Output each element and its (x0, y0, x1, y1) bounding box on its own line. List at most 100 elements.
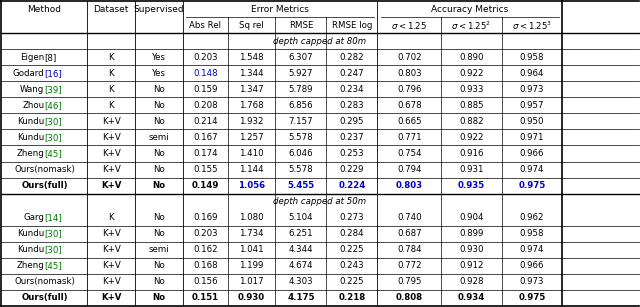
Text: Sq rel: Sq rel (239, 21, 264, 30)
Text: K+V: K+V (102, 245, 121, 254)
Text: Kundu: Kundu (17, 245, 44, 254)
Text: 0.964: 0.964 (520, 69, 544, 78)
Text: 0.772: 0.772 (397, 261, 422, 270)
Text: 0.225: 0.225 (340, 245, 364, 254)
Text: 0.808: 0.808 (396, 293, 423, 302)
Text: 0.149: 0.149 (191, 181, 219, 190)
Text: 1.768: 1.768 (239, 101, 264, 110)
Text: 6.307: 6.307 (289, 53, 313, 62)
Text: No: No (153, 101, 165, 110)
Text: semi: semi (148, 245, 170, 254)
Text: [30]: [30] (44, 229, 62, 238)
Text: 0.208: 0.208 (193, 101, 218, 110)
Text: 0.882: 0.882 (459, 117, 484, 126)
Text: 0.912: 0.912 (459, 261, 484, 270)
Text: 1.199: 1.199 (239, 261, 264, 270)
Text: 0.784: 0.784 (397, 245, 422, 254)
Text: Yes: Yes (152, 53, 166, 62)
Text: 0.218: 0.218 (338, 293, 365, 302)
Text: 0.214: 0.214 (193, 117, 218, 126)
Text: 0.950: 0.950 (520, 117, 544, 126)
Text: Zheng: Zheng (17, 261, 44, 270)
Text: 7.157: 7.157 (289, 117, 313, 126)
Text: 0.966: 0.966 (520, 149, 544, 158)
Text: 4.303: 4.303 (289, 277, 313, 286)
Text: Abs Rel: Abs Rel (189, 21, 221, 30)
Text: 0.957: 0.957 (520, 101, 544, 110)
Text: 0.795: 0.795 (397, 277, 422, 286)
Text: 1.257: 1.257 (239, 133, 264, 142)
Text: [30]: [30] (44, 133, 62, 142)
Text: Godard: Godard (13, 69, 44, 78)
Text: 0.237: 0.237 (340, 133, 364, 142)
Text: [14]: [14] (44, 213, 62, 222)
Text: 0.282: 0.282 (340, 53, 364, 62)
Text: 0.803: 0.803 (396, 181, 423, 190)
Text: [8]: [8] (44, 53, 57, 62)
Text: Ours(nomask): Ours(nomask) (14, 165, 75, 174)
Text: 0.975: 0.975 (518, 181, 545, 190)
Text: No: No (153, 229, 165, 238)
Text: 1.344: 1.344 (239, 69, 264, 78)
Text: 0.203: 0.203 (193, 53, 218, 62)
Text: 0.687: 0.687 (397, 229, 422, 238)
Text: Kundu: Kundu (17, 133, 44, 142)
Text: 0.225: 0.225 (340, 277, 364, 286)
Text: 5.578: 5.578 (289, 165, 313, 174)
Text: $\sigma < 1.25^3$: $\sigma < 1.25^3$ (512, 19, 552, 32)
Text: depth capped at 50m: depth capped at 50m (273, 197, 367, 206)
Text: 0.930: 0.930 (459, 245, 484, 254)
Text: 0.803: 0.803 (397, 69, 422, 78)
Text: 0.935: 0.935 (458, 181, 485, 190)
Text: 0.283: 0.283 (340, 101, 364, 110)
Text: 0.162: 0.162 (193, 245, 218, 254)
Text: No: No (153, 277, 165, 286)
Text: 0.169: 0.169 (193, 213, 218, 222)
Text: Kundu: Kundu (17, 229, 44, 238)
Text: 0.928: 0.928 (459, 277, 484, 286)
Text: K+V: K+V (102, 149, 121, 158)
Text: 0.224: 0.224 (338, 181, 365, 190)
Text: 0.247: 0.247 (340, 69, 364, 78)
Text: 1.144: 1.144 (239, 165, 264, 174)
Text: K+V: K+V (101, 181, 122, 190)
Text: K+V: K+V (102, 261, 121, 270)
Text: Wang: Wang (20, 85, 44, 94)
Text: No: No (153, 149, 165, 158)
Text: [45]: [45] (44, 261, 62, 270)
Text: Ours(full): Ours(full) (21, 181, 68, 190)
Text: 5.104: 5.104 (289, 213, 313, 222)
Text: No: No (153, 213, 165, 222)
Text: K+V: K+V (102, 277, 121, 286)
Text: 0.771: 0.771 (397, 133, 422, 142)
Text: 0.203: 0.203 (193, 229, 218, 238)
Text: 0.904: 0.904 (459, 213, 484, 222)
Text: 1.410: 1.410 (239, 149, 264, 158)
Text: 0.794: 0.794 (397, 165, 422, 174)
Text: K+V: K+V (101, 293, 122, 302)
Text: 1.734: 1.734 (239, 229, 264, 238)
Text: 4.674: 4.674 (289, 261, 313, 270)
Text: 0.740: 0.740 (397, 213, 422, 222)
Text: 1.080: 1.080 (239, 213, 264, 222)
Text: $\sigma < 1.25$: $\sigma < 1.25$ (391, 20, 427, 31)
Text: 0.966: 0.966 (520, 261, 544, 270)
Text: 0.273: 0.273 (340, 213, 364, 222)
Text: No: No (153, 261, 165, 270)
Text: 0.168: 0.168 (193, 261, 218, 270)
Text: 0.934: 0.934 (458, 293, 485, 302)
Text: [39]: [39] (44, 85, 62, 94)
Text: K: K (109, 69, 114, 78)
Text: K: K (109, 53, 114, 62)
Text: 0.958: 0.958 (520, 53, 544, 62)
Text: Method: Method (28, 5, 61, 14)
Text: Kundu: Kundu (17, 117, 44, 126)
Text: 1.347: 1.347 (239, 85, 264, 94)
Text: 0.702: 0.702 (397, 53, 422, 62)
Text: Accuracy Metrics: Accuracy Metrics (431, 5, 508, 14)
Text: 0.156: 0.156 (193, 277, 218, 286)
Text: 0.931: 0.931 (459, 165, 484, 174)
Text: Garg: Garg (24, 213, 44, 222)
Text: K+V: K+V (102, 229, 121, 238)
Text: 0.916: 0.916 (459, 149, 484, 158)
